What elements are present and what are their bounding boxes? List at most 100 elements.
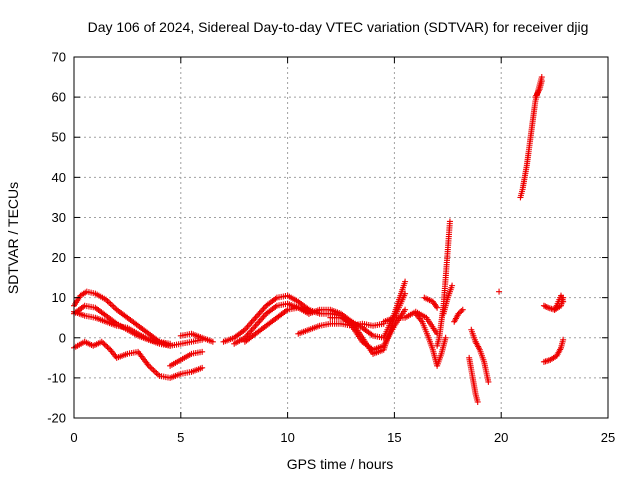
data-point <box>259 307 266 314</box>
data-point <box>249 317 256 324</box>
series-track-4 <box>71 338 206 381</box>
data-point <box>245 322 252 329</box>
data-point <box>257 316 264 323</box>
series-track-23 <box>496 288 503 295</box>
data-point <box>103 342 110 349</box>
data-point <box>474 398 481 405</box>
data-point <box>106 299 113 306</box>
series-track-13 <box>327 278 409 341</box>
x-tick-label: 0 <box>70 430 77 445</box>
y-tick-label: 30 <box>52 210 66 225</box>
data-point <box>209 338 216 345</box>
data-point <box>442 334 449 341</box>
data-point <box>167 340 174 347</box>
data-point <box>553 304 560 311</box>
data-point <box>110 303 117 310</box>
data-point <box>244 323 251 330</box>
data-point <box>257 308 264 315</box>
data-point <box>256 310 263 317</box>
axis-ticks: 0 5 10 15 20 25 -20 -10 0 10 20 30 40 50 60 70 <box>47 50 615 446</box>
data-point <box>560 298 567 305</box>
data-point <box>259 315 266 322</box>
series-track-27 <box>551 292 567 313</box>
data-point <box>560 336 567 343</box>
y-tick-label: 50 <box>52 130 66 145</box>
data-point <box>455 310 462 317</box>
y-tick-label: 0 <box>59 330 66 345</box>
data-point <box>542 303 549 310</box>
series-track-9 <box>241 304 312 345</box>
data-point <box>105 345 112 352</box>
x-tick-label: 5 <box>177 430 184 445</box>
series-track-24 <box>517 74 545 201</box>
series-track-5 <box>167 348 206 369</box>
series-track-16 <box>434 218 453 349</box>
series-track-8 <box>231 300 312 347</box>
series-track-18 <box>421 294 441 311</box>
series-track-25 <box>532 78 545 101</box>
data-point <box>251 316 258 323</box>
data-point <box>449 282 456 289</box>
series-track-15 <box>412 310 449 369</box>
series-track-20 <box>466 354 481 405</box>
data-point <box>199 348 206 355</box>
data-point <box>261 304 268 311</box>
data-point <box>151 368 158 375</box>
data-point <box>485 378 492 385</box>
data-point <box>538 78 545 85</box>
data-point <box>496 288 503 295</box>
data-point <box>434 304 441 311</box>
chart-title: Day 106 of 2024, Sidereal Day-to-day VTE… <box>88 19 589 35</box>
data-point <box>253 321 260 328</box>
data-point <box>148 365 155 372</box>
data-point <box>252 314 259 321</box>
x-tick-label: 25 <box>601 430 615 445</box>
data-point <box>251 324 258 331</box>
series-track-3 <box>71 308 174 347</box>
data-point <box>153 370 160 377</box>
data-point <box>402 306 409 313</box>
data-point <box>261 312 268 319</box>
x-tick-label: 15 <box>387 430 401 445</box>
y-tick-label: 70 <box>52 50 66 65</box>
y-axis-label: SDTVAR / TECUs <box>5 182 21 294</box>
x-tick-label: 20 <box>494 430 508 445</box>
data-point <box>247 320 254 327</box>
x-axis-label: GPS time / hours <box>287 456 394 472</box>
data-point <box>248 319 255 326</box>
plot-frame <box>73 56 609 419</box>
data-point <box>249 325 256 332</box>
data-point <box>402 278 409 285</box>
data-point <box>100 340 107 347</box>
data-markers <box>71 74 567 405</box>
data-point <box>98 338 105 345</box>
series-track-17 <box>440 282 456 317</box>
grid-lines <box>74 57 608 418</box>
series-track-6 <box>177 330 216 345</box>
data-point <box>104 344 111 351</box>
data-point <box>255 319 262 326</box>
data-point <box>107 300 114 307</box>
data-point <box>458 308 465 315</box>
data-point <box>456 309 463 316</box>
data-point <box>543 304 550 311</box>
data-point <box>243 325 250 332</box>
series-track-21 <box>472 338 492 385</box>
y-tick-label: -10 <box>47 370 66 385</box>
data-point <box>253 313 260 320</box>
series-track-7 <box>220 292 312 345</box>
data-point <box>150 367 157 374</box>
series-track-22 <box>468 326 479 345</box>
data-point <box>472 338 479 345</box>
y-tick-label: -20 <box>47 411 66 426</box>
data-point <box>552 305 559 312</box>
data-point <box>540 302 547 309</box>
data-point <box>260 305 267 312</box>
y-tick-label: 60 <box>52 90 66 105</box>
data-point <box>101 341 108 348</box>
series-track-28 <box>540 336 567 365</box>
data-point <box>260 313 267 320</box>
y-tick-label: 10 <box>52 290 66 305</box>
data-point <box>256 318 263 325</box>
